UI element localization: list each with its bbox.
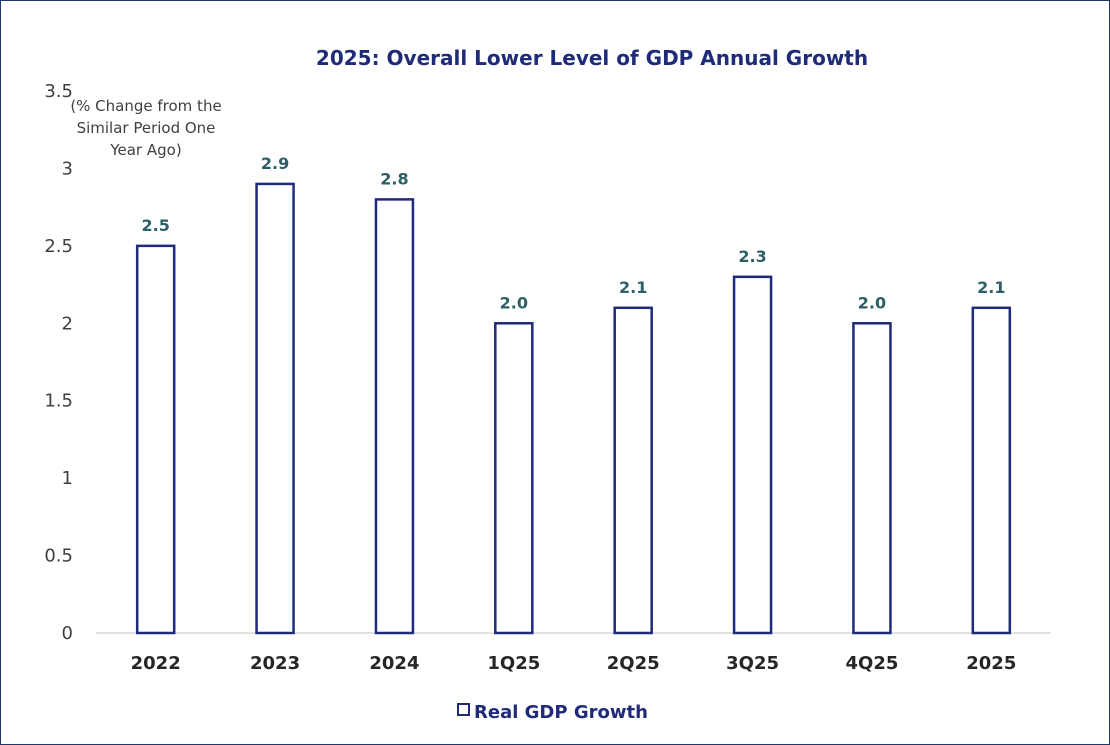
- legend: Real GDP Growth: [458, 702, 648, 723]
- bar: [973, 308, 1010, 633]
- y-tick-label: 1: [62, 468, 73, 489]
- bar: [257, 184, 294, 633]
- y-tick-label: 0: [62, 623, 73, 644]
- y-tick-label: 2: [62, 313, 73, 334]
- y-tick-label: 1.5: [44, 391, 73, 412]
- y-tick-label: 3.5: [44, 81, 73, 102]
- x-tick-label: 2024: [369, 653, 419, 674]
- data-label: 2.1: [977, 278, 1005, 297]
- x-tick-label: 4Q25: [846, 653, 899, 674]
- y-axis: 0 0.5 1 1.5 2 2.5 3 3.5: [44, 81, 73, 644]
- y-tick-label: 2.5: [44, 236, 73, 257]
- data-label: 2.9: [261, 154, 289, 173]
- y-tick-label: 0.5: [44, 546, 73, 567]
- unit-label-line: (% Change from the: [70, 97, 221, 115]
- bar: [495, 323, 532, 633]
- data-label: 2.8: [380, 169, 408, 188]
- bar-series: [137, 184, 1010, 633]
- legend-swatch: [458, 704, 469, 715]
- bar: [615, 308, 652, 633]
- x-tick-label: 1Q25: [487, 653, 540, 674]
- unit-label-line: Year Ago): [109, 141, 181, 159]
- y-tick-label: 3: [62, 158, 73, 179]
- chart-title: 2025: Overall Lower Level of GDP Annual …: [316, 46, 868, 70]
- bar: [376, 199, 413, 633]
- data-label: 2.1: [619, 278, 647, 297]
- bar: [734, 277, 771, 633]
- y-unit-label: (% Change from the Similar Period One Year…: [70, 97, 221, 159]
- x-tick-label: 2022: [131, 653, 181, 674]
- legend-label: Real GDP Growth: [474, 702, 648, 723]
- x-tick-label: 2Q25: [607, 653, 660, 674]
- x-tick-label: 2025: [966, 653, 1016, 674]
- bar: [137, 246, 174, 633]
- data-label: 2.0: [500, 293, 528, 312]
- unit-label-line: Similar Period One: [77, 119, 216, 137]
- x-tick-label: 3Q25: [726, 653, 779, 674]
- data-label: 2.3: [738, 247, 766, 266]
- data-label: 2.0: [858, 293, 886, 312]
- x-tick-label: 2023: [250, 653, 300, 674]
- x-axis: 2022 2023 2024 1Q25 2Q25 3Q25 4Q25 2025: [131, 653, 1017, 674]
- bar: [853, 323, 890, 633]
- data-label: 2.5: [142, 216, 170, 235]
